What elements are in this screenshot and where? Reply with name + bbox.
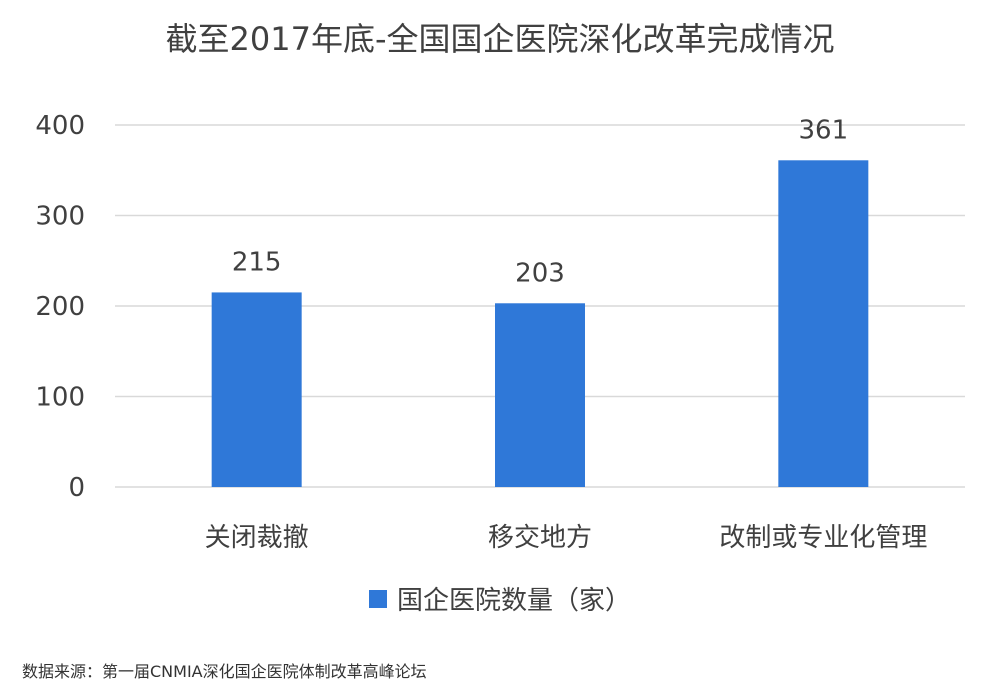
category-label: 关闭裁撤 [205, 523, 309, 553]
bar [778, 160, 869, 488]
data-labels: 215 203 361 [232, 115, 848, 288]
legend-label: 国企医院数量（家） [396, 586, 631, 616]
y-tick-label: 0 [68, 473, 85, 503]
data-label: 203 [515, 258, 565, 288]
legend: 国企医院数量（家） [0, 580, 1000, 617]
bar [495, 303, 585, 487]
category-label: 改制或专业化管理 [719, 523, 927, 553]
y-tick-label: 400 [35, 111, 85, 141]
y-axis-ticks: 0 100 200 300 400 [35, 111, 85, 503]
source-note: 数据来源：第一届CNMIA深化国企医院体制改革高峰论坛 [22, 662, 427, 681]
data-label: 361 [799, 115, 849, 145]
bars [211, 160, 869, 488]
y-tick-label: 200 [35, 292, 85, 322]
data-label: 215 [232, 247, 282, 277]
y-tick-label: 300 [35, 202, 85, 232]
legend-swatch [368, 589, 387, 608]
y-tick-label: 100 [35, 383, 85, 413]
x-axis-categories: 关闭裁撤 移交地方 改制或专业化管理 [205, 523, 928, 553]
bar [211, 292, 302, 487]
category-label: 移交地方 [488, 523, 592, 553]
chart-title: 截至2017年底-全国国企医院深化改革完成情况 [165, 20, 835, 58]
